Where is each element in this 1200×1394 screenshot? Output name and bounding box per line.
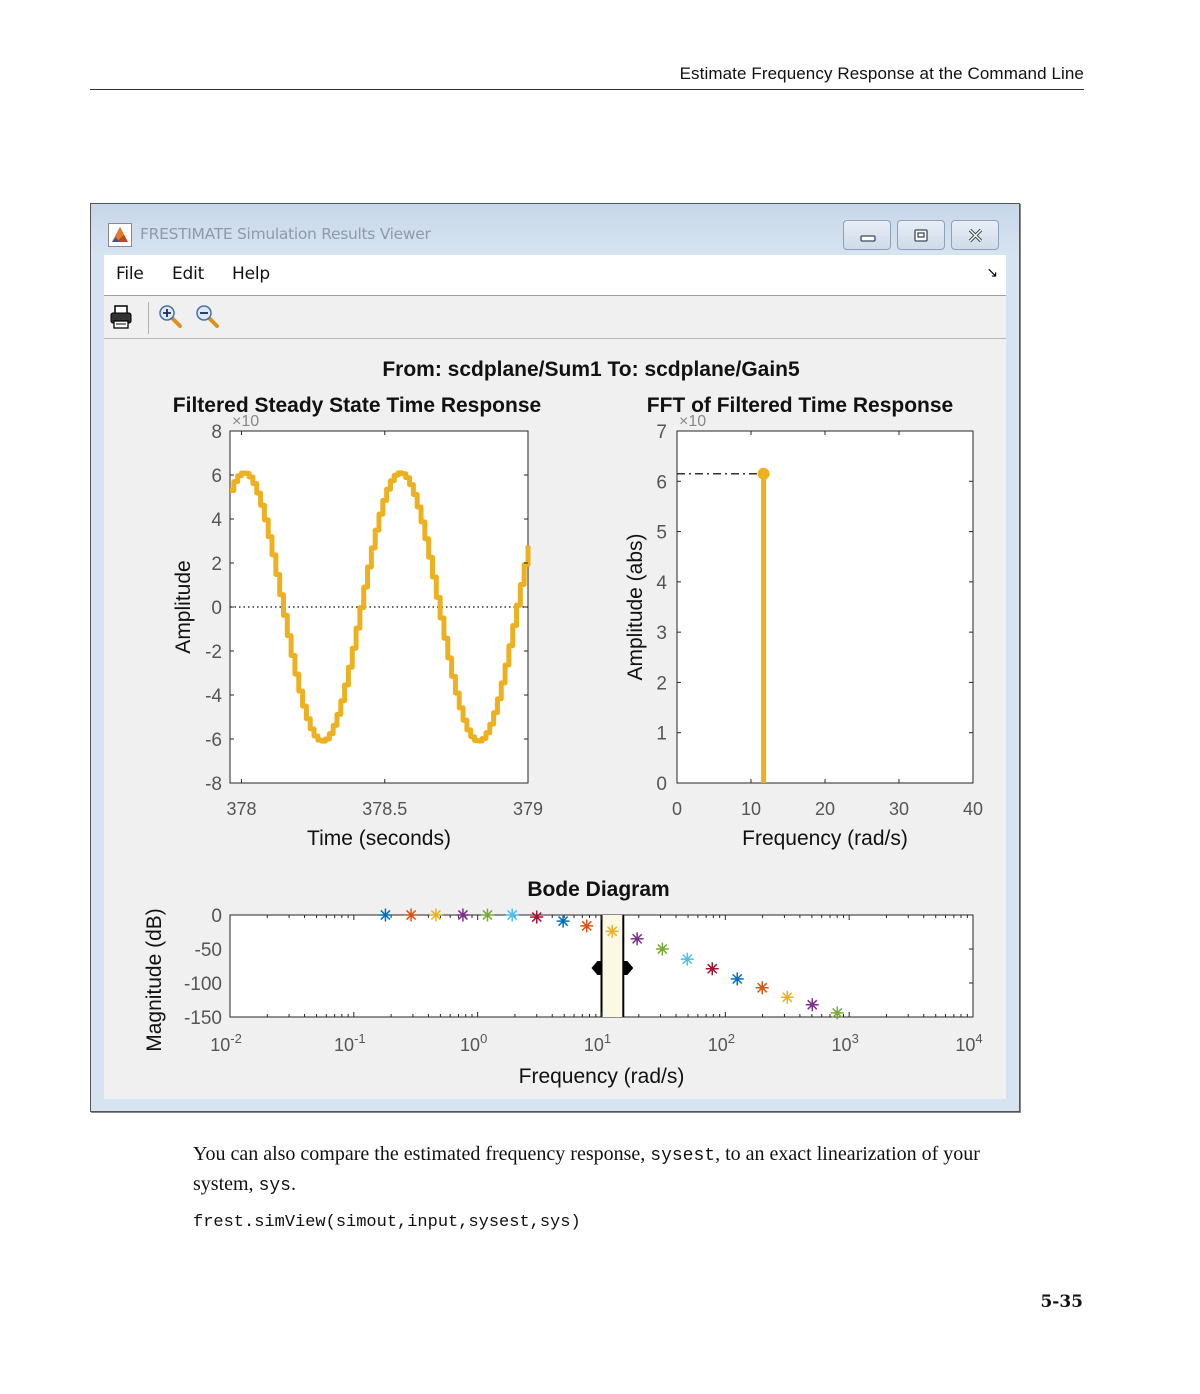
svg-text:Amplitude (abs): Amplitude (abs) [624,533,647,680]
print-button[interactable] [107,303,135,331]
svg-text:8: 8 [211,422,222,443]
svg-text:0: 0 [211,598,222,619]
running-head: Estimate Frequency Response at the Comma… [90,62,1084,90]
body-paragraph: You can also compare the estimated frequ… [193,1140,993,1200]
svg-text:0: 0 [656,774,667,795]
svg-text:3: 3 [656,623,667,644]
svg-text:0: 0 [211,906,222,927]
inline-code-sysest: sysest [650,1146,716,1166]
svg-text:4: 4 [656,573,667,594]
running-head-title: Estimate Frequency Response at the Comma… [679,64,1084,83]
svg-text:-150: -150 [184,1008,222,1029]
svg-text:100: 100 [460,1031,487,1055]
svg-text:-50: -50 [195,940,222,961]
svg-text:2: 2 [211,554,222,575]
svg-text:4: 4 [211,510,222,531]
svg-text:20: 20 [815,799,835,819]
figure-client-area: File Edit Help ↘ [104,255,1006,1099]
svg-text:101: 101 [584,1031,611,1055]
svg-text:5: 5 [656,523,667,544]
menu-file[interactable]: File [116,264,144,284]
svg-text:10-1: 10-1 [334,1031,366,1055]
svg-text:103: 103 [832,1031,859,1055]
svg-text:Frequency (rad/s): Frequency (rad/s) [742,827,908,850]
menu-help[interactable]: Help [232,264,270,284]
svg-text:1: 1 [656,724,667,745]
page-number: 5-35 [1040,1292,1083,1312]
svg-text:10: 10 [741,799,761,819]
minimize-button[interactable] [843,220,891,250]
svg-text:×10: ×10 [679,413,706,430]
title-bar[interactable]: FRESTIMATE Simulation Results Viewer [105,220,1005,250]
toolbar-separator [148,302,149,334]
frestimate-viewer-window: FRESTIMATE Simulation Results Viewer Fil… [90,203,1020,1112]
code-example: frest.simView(simout,input,sysest,sys) [193,1213,581,1232]
matlab-logo-icon [108,223,132,247]
svg-text:0: 0 [672,799,682,819]
body-text: You can also compare the estimated frequ… [193,1143,651,1165]
inline-code-sys: sys [258,1176,291,1196]
svg-text:Time (seconds): Time (seconds) [307,827,451,850]
svg-text:7: 7 [656,422,667,443]
plot-area: From: scdplane/Sum1 To: scdplane/Gain5 8… [104,339,1006,1099]
close-button[interactable] [951,220,999,250]
svg-text:-4: -4 [205,686,222,707]
svg-text:FFT of Filtered Time Response: FFT of Filtered Time Response [647,394,954,417]
svg-text:102: 102 [708,1031,735,1055]
svg-text:6: 6 [656,472,667,493]
body-text: . [290,1173,296,1195]
svg-text:2: 2 [656,673,667,694]
menu-bar: File Edit Help ↘ [104,255,1006,296]
svg-text:40: 40 [963,799,983,819]
zoom-in-icon [159,305,182,328]
svg-text:Filtered Steady State Time Res: Filtered Steady State Time Response [173,394,541,417]
svg-text:6: 6 [211,466,222,487]
svg-text:Frequency (rad/s): Frequency (rad/s) [519,1065,685,1088]
body-text: , to an exact linearization of your syst… [193,1143,980,1195]
window-title: FRESTIMATE Simulation Results Viewer [140,225,431,243]
charts-canvas: From: scdplane/Sum1 To: scdplane/Gain5 8… [143,358,983,1088]
svg-text:104: 104 [955,1031,982,1055]
menu-edit[interactable]: Edit [172,264,205,284]
svg-text:379: 379 [513,799,543,819]
close-icon [968,228,983,243]
svg-text:×10: ×10 [232,413,259,430]
minimize-icon [860,235,876,242]
zoom-out-button[interactable] [194,303,222,331]
svg-text:-6: -6 [205,730,222,751]
zoom-in-button[interactable] [157,303,185,331]
restore-button[interactable] [897,220,945,250]
svg-text:-100: -100 [184,974,222,995]
restore-icon [914,229,928,242]
svg-text:378.5: 378.5 [362,799,407,819]
svg-text:Amplitude: Amplitude [172,560,195,653]
svg-text:-2: -2 [205,642,222,663]
svg-text:30: 30 [889,799,909,819]
svg-text:10-2: 10-2 [210,1031,242,1055]
figure-suptitle: From: scdplane/Sum1 To: scdplane/Gain5 [382,358,800,381]
svg-text:Magnitude (dB): Magnitude (dB) [143,908,166,1052]
svg-text:-8: -8 [205,774,222,795]
svg-text:378: 378 [226,799,256,819]
zoom-out-icon [196,305,219,328]
dock-figure-icon[interactable]: ↘ [986,265,998,281]
toolbar [104,296,1006,339]
printer-icon [110,305,132,329]
svg-text:Bode Diagram: Bode Diagram [527,878,669,901]
